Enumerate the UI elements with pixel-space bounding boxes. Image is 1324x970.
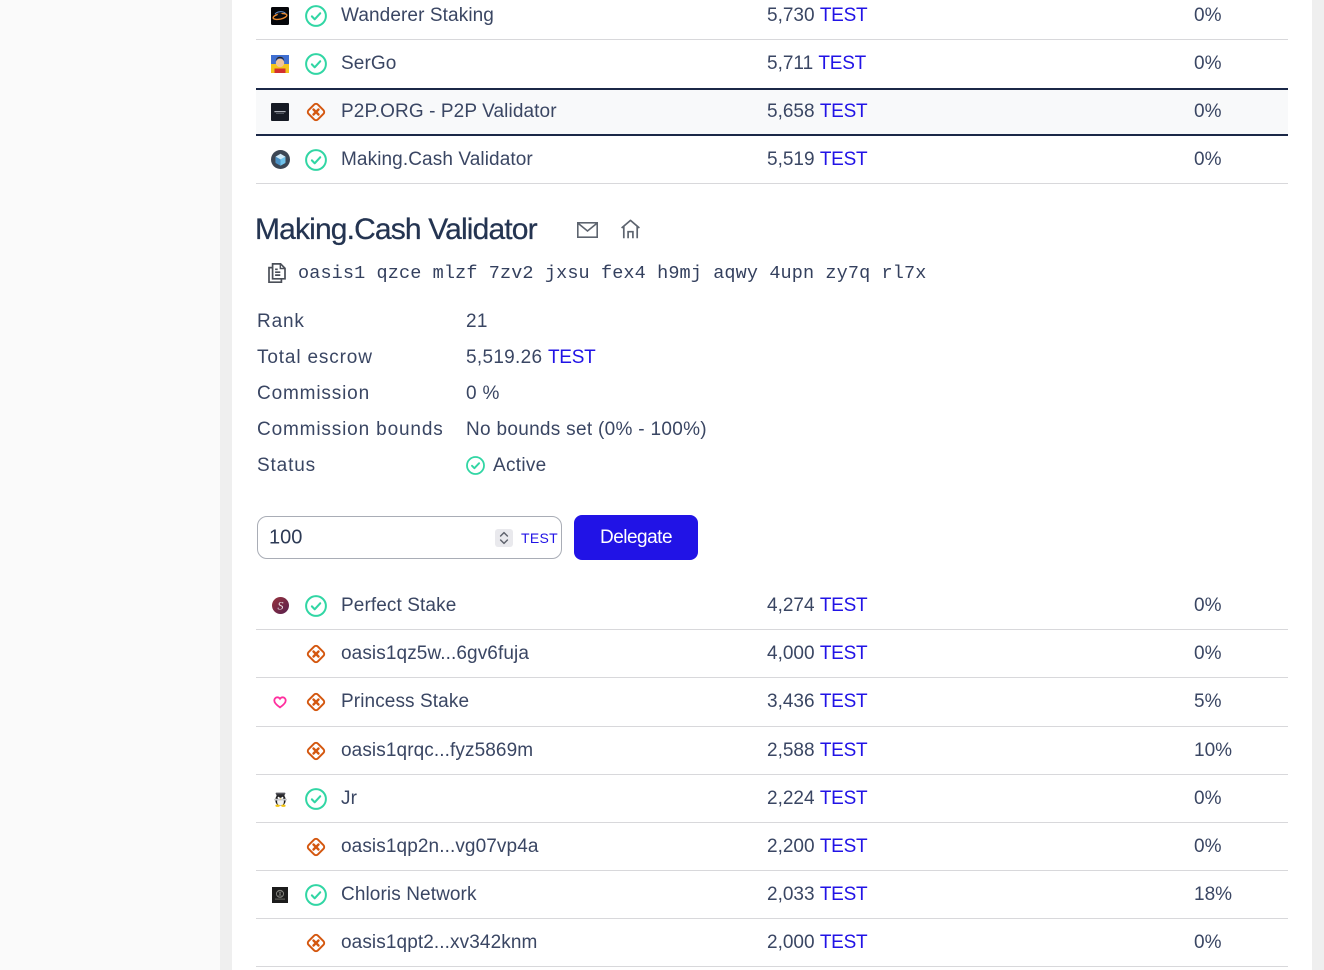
svg-text:S: S	[277, 599, 283, 613]
